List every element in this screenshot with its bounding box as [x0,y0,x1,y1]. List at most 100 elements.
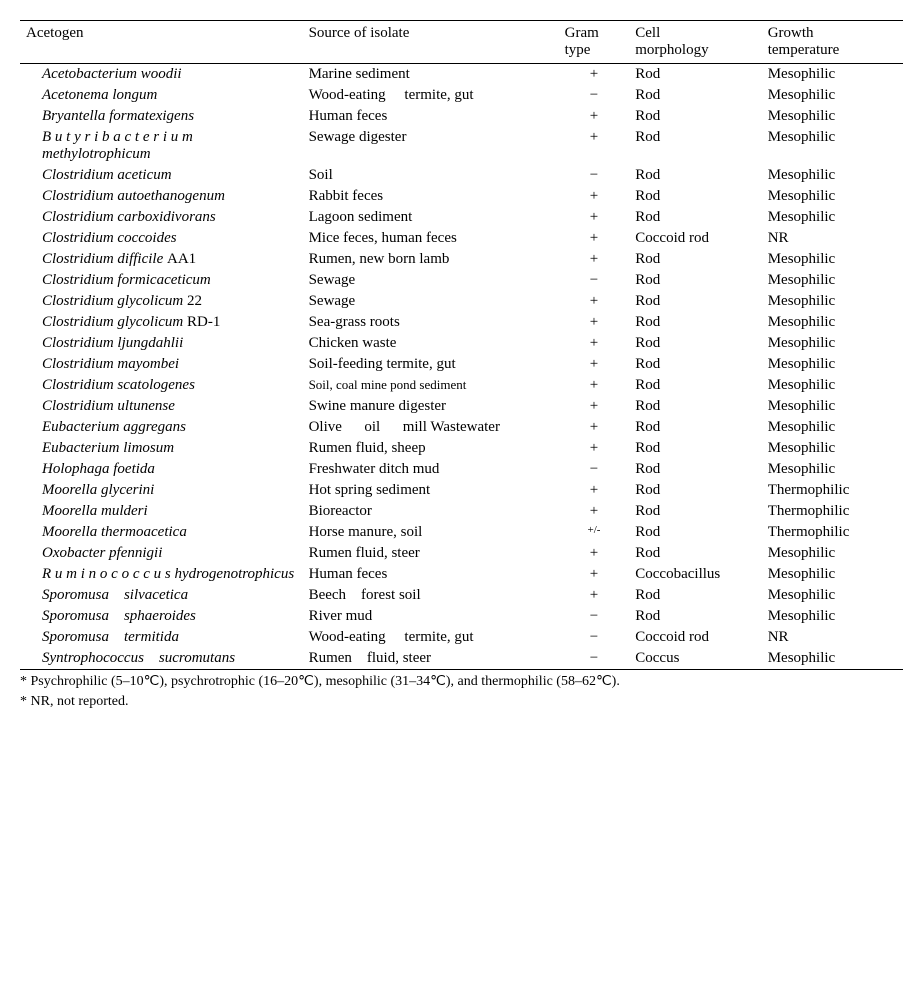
cell-gram: + [559,564,630,585]
cell-source: Freshwater ditch mud [303,459,559,480]
cell-temp: Thermophilic [762,501,903,522]
cell-temp: Mesophilic [762,106,903,127]
cell-morph: Rod [629,312,761,333]
cell-gram: + [559,291,630,312]
cell-temp: Mesophilic [762,165,903,186]
cell-acetogen: Clostridium ultunense [20,396,303,417]
cell-source: Soil [303,165,559,186]
cell-gram: + [559,228,630,249]
footnote-2: * NR, not reported. [20,692,903,712]
cell-morph: Rod [629,165,761,186]
cell-morph: Coccoid rod [629,228,761,249]
cell-acetogen: Clostridium aceticum [20,165,303,186]
cell-gram: + [559,64,630,86]
cell-source: Beech forest soil [303,585,559,606]
cell-temp: Mesophilic [762,417,903,438]
cell-acetogen: Clostridium mayombei [20,354,303,375]
cell-morph: Rod [629,480,761,501]
col-gram: Gram type [559,21,630,64]
cell-source: Marine sediment [303,64,559,86]
cell-gram: + [559,106,630,127]
cell-source: Hot spring sediment [303,480,559,501]
cell-acetogen: Clostridium glycolicum RD-1 [20,312,303,333]
cell-acetogen: Acetonema longum [20,85,303,106]
table-row: Clostridium carboxidivoransLagoon sedime… [20,207,903,228]
cell-temp: Mesophilic [762,375,903,396]
cell-temp: Mesophilic [762,648,903,670]
cell-source: River mud [303,606,559,627]
cell-temp: NR [762,627,903,648]
cell-source: Chicken waste [303,333,559,354]
cell-morph: Rod [629,106,761,127]
cell-source: Wood-eating termite, gut [303,627,559,648]
col-temp: Growth temperature [762,21,903,64]
cell-acetogen: Sporomusa sphaeroides [20,606,303,627]
cell-morph: Rod [629,585,761,606]
table-row: Clostridium ultunenseSwine manure digest… [20,396,903,417]
cell-source: Sewage [303,291,559,312]
table-row: Sporomusa silvaceticaBeech forest soil+R… [20,585,903,606]
cell-temp: Mesophilic [762,127,903,165]
table-row: Sporomusa sphaeroidesRiver mud−RodMesoph… [20,606,903,627]
cell-gram: + [559,312,630,333]
cell-source: Rumen fluid, steer [303,543,559,564]
table-row: Eubacterium limosumRumen fluid, sheep+Ro… [20,438,903,459]
cell-temp: Mesophilic [762,354,903,375]
cell-morph: Rod [629,375,761,396]
table-row: Clostridium formicaceticumSewage−RodMeso… [20,270,903,291]
cell-source: Human feces [303,106,559,127]
cell-morph: Coccoid rod [629,627,761,648]
table-row: Clostridium glycolicum RD-1Sea-grass roo… [20,312,903,333]
cell-acetogen: Sporomusa silvacetica [20,585,303,606]
col-morph: Cell morphology [629,21,761,64]
table-row: Clostridium mayombeiSoil-feeding termite… [20,354,903,375]
table-row: Oxobacter pfennigiiRumen fluid, steer+Ro… [20,543,903,564]
cell-morph: Rod [629,417,761,438]
cell-gram: + [559,480,630,501]
cell-source: Rumen, new born lamb [303,249,559,270]
table-row: Holophaga foetidaFreshwater ditch mud−Ro… [20,459,903,480]
cell-source: Sewage [303,270,559,291]
cell-acetogen: Syntrophococcus sucromutans [20,648,303,670]
table-body: Acetobacterium woodiiMarine sediment+Rod… [20,64,903,670]
cell-morph: Coccus [629,648,761,670]
footnote-1: * Psychrophilic (5–10℃), psychrotrophic … [20,672,903,692]
cell-gram: − [559,606,630,627]
cell-temp: Mesophilic [762,438,903,459]
table-row: Clostridium glycolicum 22Sewage+RodMesop… [20,291,903,312]
cell-morph: Rod [629,459,761,480]
cell-acetogen: Sporomusa termitida [20,627,303,648]
cell-temp: Mesophilic [762,564,903,585]
cell-gram: + [559,127,630,165]
cell-source: Bioreactor [303,501,559,522]
cell-temp: Mesophilic [762,85,903,106]
cell-morph: Rod [629,207,761,228]
cell-temp: Mesophilic [762,270,903,291]
cell-gram: − [559,270,630,291]
cell-source: Human feces [303,564,559,585]
table-row: R u m i n o c o c c u s hydrogenotrophic… [20,564,903,585]
cell-temp: Mesophilic [762,333,903,354]
cell-morph: Rod [629,501,761,522]
cell-acetogen: Moorella mulderi [20,501,303,522]
cell-gram: − [559,165,630,186]
cell-gram: + [559,417,630,438]
table-row: Sporomusa termitidaWood-eating termite, … [20,627,903,648]
footnotes: * Psychrophilic (5–10℃), psychrotrophic … [20,672,903,711]
table-row: Clostridium aceticumSoil−RodMesophilic [20,165,903,186]
cell-gram: + [559,375,630,396]
cell-temp: Mesophilic [762,396,903,417]
cell-gram: − [559,627,630,648]
cell-temp: Mesophilic [762,312,903,333]
table-row: Moorella thermoaceticaHorse manure, soil… [20,522,903,543]
cell-temp: Mesophilic [762,207,903,228]
cell-acetogen: Clostridium formicaceticum [20,270,303,291]
cell-gram: + [559,186,630,207]
cell-morph: Rod [629,270,761,291]
table-row: Eubacterium aggregansOlive oil mill Wast… [20,417,903,438]
cell-source: Soil-feeding termite, gut [303,354,559,375]
cell-morph: Rod [629,396,761,417]
table-row: Acetonema longumWood-eating termite, gut… [20,85,903,106]
cell-acetogen: Eubacterium limosum [20,438,303,459]
cell-temp: Mesophilic [762,543,903,564]
